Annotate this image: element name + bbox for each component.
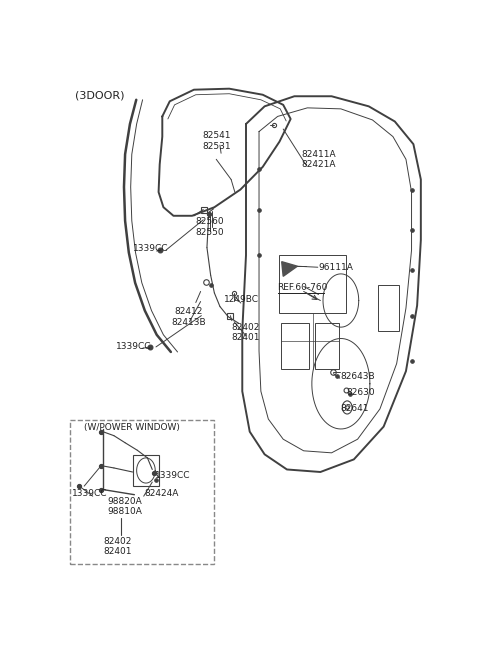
Bar <box>71 420 214 564</box>
Text: REF.60-760: REF.60-760 <box>277 284 328 292</box>
Text: 82641: 82641 <box>341 404 370 413</box>
Text: 1339CC: 1339CC <box>72 489 108 498</box>
Text: 82643B: 82643B <box>341 371 375 381</box>
Bar <box>281 323 309 369</box>
Text: 82630: 82630 <box>347 388 375 397</box>
Text: 98820A
98810A: 98820A 98810A <box>108 496 143 516</box>
Bar <box>315 323 339 369</box>
Text: 82411A
82421A: 82411A 82421A <box>302 149 336 169</box>
Text: 1339CC: 1339CC <box>116 343 151 352</box>
Text: (W/POWER WINDOW): (W/POWER WINDOW) <box>84 423 180 432</box>
Text: (3DOOR): (3DOOR) <box>75 90 124 100</box>
Text: 1339CC: 1339CC <box>132 244 168 253</box>
Text: 82541
82531: 82541 82531 <box>202 132 230 151</box>
Text: 1339CC: 1339CC <box>155 471 191 480</box>
Text: 82560
82550: 82560 82550 <box>195 217 224 236</box>
Text: 82424A: 82424A <box>145 489 179 498</box>
Text: 82412
82413B: 82412 82413B <box>172 307 206 327</box>
Polygon shape <box>282 262 297 276</box>
Text: 82402
82401: 82402 82401 <box>103 537 132 556</box>
Text: 1249BC: 1249BC <box>224 295 259 303</box>
Text: 96111A: 96111A <box>319 263 353 272</box>
Bar <box>378 286 398 331</box>
Text: 82402
82401: 82402 82401 <box>231 323 260 342</box>
